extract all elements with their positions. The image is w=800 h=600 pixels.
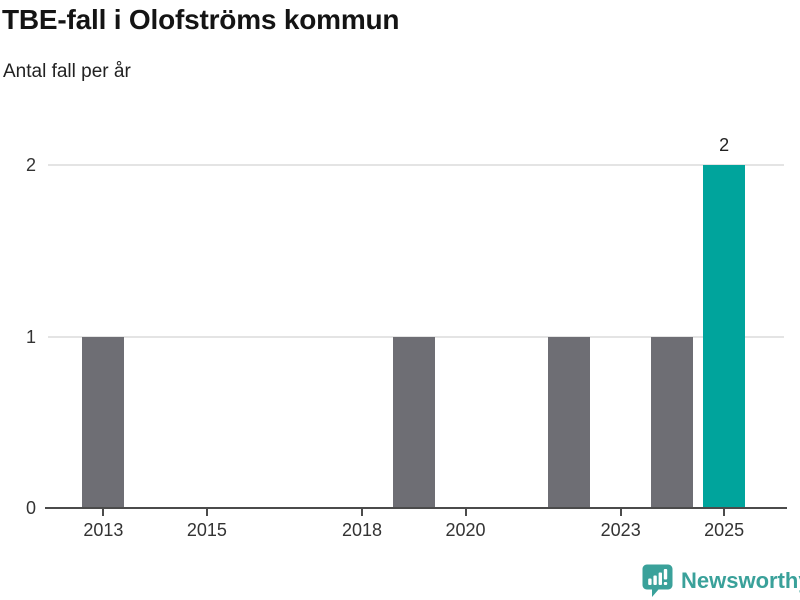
x-axis-tick-2018	[361, 509, 364, 516]
brand-footer-link[interactable]: Newsworthy	[641, 563, 800, 598]
x-axis-tick-2025	[723, 509, 726, 516]
x-axis-label-2023: 2023	[600, 520, 641, 540]
y-axis-label-0: 0	[25, 498, 36, 518]
bar-2019	[392, 336, 435, 508]
y-axis-label-1: 1	[25, 326, 36, 347]
x-axis-label-2015: 2015	[186, 520, 227, 540]
bar-2024	[651, 336, 694, 508]
x-axis-label-2013: 2013	[83, 520, 124, 540]
x-axis-tick-2023	[619, 509, 622, 516]
bar-2022	[547, 336, 590, 508]
bar-2013	[82, 336, 125, 508]
gridline-2	[48, 164, 784, 166]
bar-2025	[703, 165, 746, 508]
y-axis-label-2: 2	[25, 155, 36, 175]
x-axis-tick-2013	[102, 509, 105, 516]
x-axis-label-2025: 2025	[704, 520, 745, 540]
chart-subtitle: Antal fall per år	[3, 61, 131, 82]
brand-name: Newsworthy	[681, 567, 800, 593]
x-axis-tick-2020	[464, 509, 467, 516]
x-axis-tick-2015	[205, 509, 208, 516]
x-axis-line	[45, 507, 787, 509]
x-axis-label-2020: 2020	[445, 520, 486, 540]
chart-title: TBE-fall i Olofströms kommun	[2, 4, 400, 35]
bar-value-label-2025: 2	[719, 135, 730, 155]
x-axis-label-2018: 2018	[342, 520, 383, 540]
newsworthy-logo-icon	[642, 564, 673, 597]
